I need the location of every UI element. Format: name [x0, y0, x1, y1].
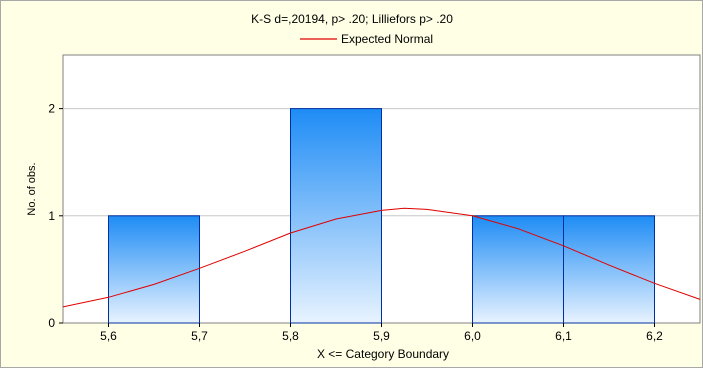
x-tick-label-5: 6,1	[555, 329, 572, 343]
x-tick-label-6: 6,2	[646, 329, 663, 343]
histogram-bar-5	[563, 215, 655, 324]
x-tick-label-1: 5,7	[191, 329, 208, 343]
histogram-bars	[108, 108, 655, 324]
x-tick-label-0: 5,6	[100, 329, 117, 343]
expected-normal-curve	[62, 207, 701, 308]
y-axis-label: No. of obs.	[26, 162, 38, 215]
histogram-bar-0	[108, 215, 200, 324]
y-tick-label-0: 0	[48, 316, 55, 330]
histogram-bar-4	[472, 215, 564, 324]
x-axis-label: X <= Category Boundary	[317, 347, 449, 361]
y-tick-label-1: 1	[48, 209, 55, 223]
legend-label-expected-normal: Expected Normal	[341, 32, 433, 46]
chart-title: K-S d=,20194, p> .20; Lilliefors p> .20	[251, 12, 453, 26]
y-axis-ticks: 0 1 2	[48, 102, 63, 330]
histogram-bar-2	[290, 108, 382, 324]
x-tick-label-4: 6,0	[464, 329, 481, 343]
x-tick-label-3: 5,9	[373, 329, 390, 343]
x-axis-ticks: 5,6 5,7 5,8 5,9 6,0 6,1 6,2	[100, 323, 663, 343]
x-tick-label-2: 5,8	[282, 329, 299, 343]
y-tick-label-2: 2	[48, 102, 55, 116]
